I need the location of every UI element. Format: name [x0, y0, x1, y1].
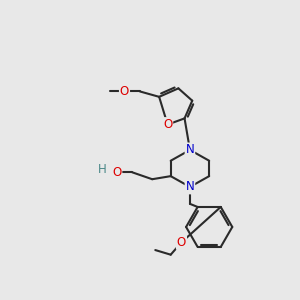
Text: O: O: [112, 166, 122, 179]
Text: O: O: [163, 118, 172, 131]
Text: O: O: [177, 236, 186, 249]
Text: N: N: [186, 180, 194, 194]
Text: O: O: [120, 85, 129, 98]
Text: N: N: [186, 143, 194, 157]
Text: H: H: [98, 164, 106, 176]
